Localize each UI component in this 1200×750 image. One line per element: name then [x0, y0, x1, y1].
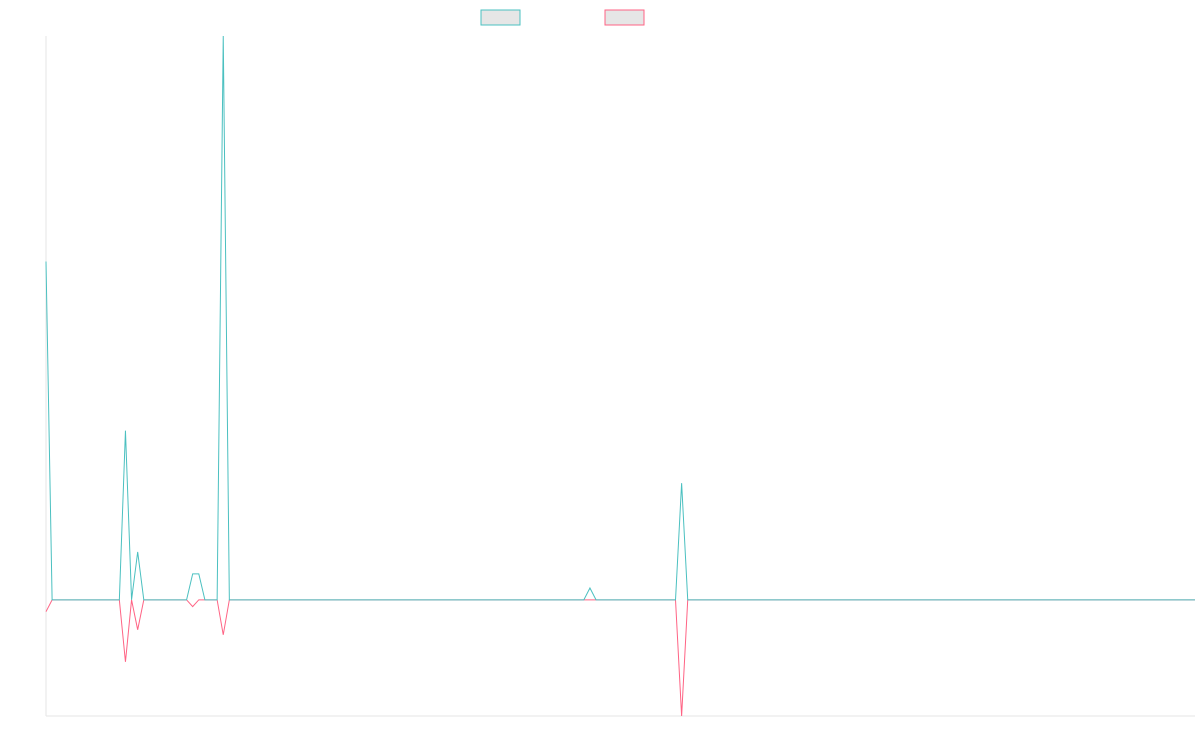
legend-swatch[interactable]: [604, 9, 645, 26]
legend-swatch[interactable]: [480, 9, 521, 26]
series-line: [45, 599, 1195, 717]
series-line: [45, 35, 1195, 601]
